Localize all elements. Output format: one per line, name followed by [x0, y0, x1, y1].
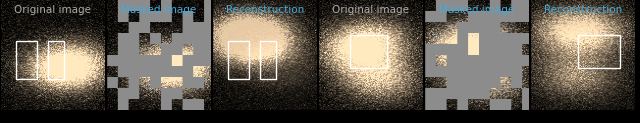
Bar [228, 40, 249, 79]
Text: Original image: Original image [15, 5, 92, 15]
Text: Masked image: Masked image [122, 5, 196, 15]
Bar [16, 40, 37, 79]
Bar [350, 35, 387, 68]
Bar [260, 40, 276, 79]
Text: Masked image: Masked image [440, 5, 515, 15]
Text: Reconstruction: Reconstruction [226, 5, 304, 15]
Text: Original image: Original image [333, 5, 410, 15]
Bar [48, 40, 63, 79]
Bar [578, 35, 620, 68]
Text: Reconstruction: Reconstruction [544, 5, 622, 15]
